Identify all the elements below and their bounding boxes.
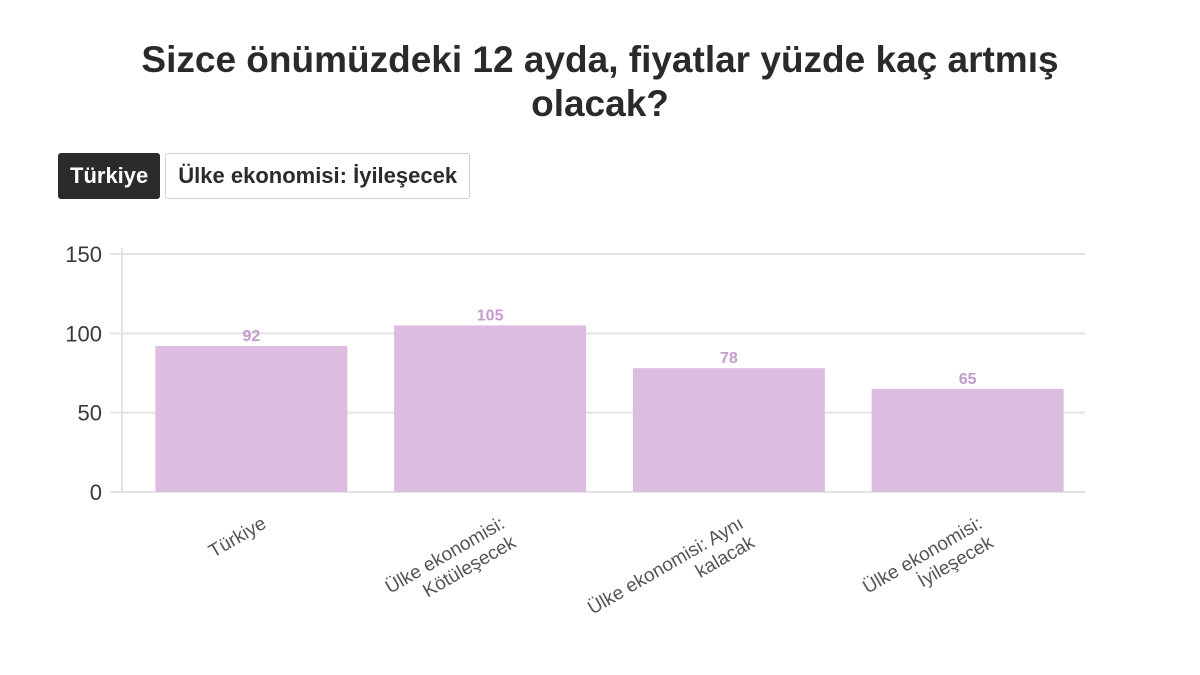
y-tick-label-100: 100 <box>65 321 102 346</box>
chart-title-line-1: Sizce önümüzdeki 12 ayda, fiyatlar yüzde… <box>141 39 1059 80</box>
tab-ulke-ekonomisi-iyilesecek[interactable]: Ülke ekonomisi: İyileşecek <box>165 153 471 199</box>
tab-turkiye[interactable]: Türkiye <box>58 153 161 199</box>
bar-2 <box>632 368 825 492</box>
chart-title: Sizce önümüzdeki 12 ayda, fiyatlar yüzde… <box>80 38 1120 126</box>
y-tick-label-150: 150 <box>65 242 102 267</box>
data-label-0: 92 <box>242 328 260 345</box>
y-tick-label-0: 0 <box>90 480 102 505</box>
filter-tabs: Türkiye Ülke ekonomisi: İyileşecek <box>58 153 471 199</box>
data-label-1: 105 <box>477 307 504 324</box>
x-category-label-0: Türkiye <box>205 513 269 562</box>
data-label-3: 65 <box>959 371 977 388</box>
bar-1 <box>394 325 587 492</box>
x-category-label-2: Ülke ekonomisi: Aynıkalacak <box>584 513 758 638</box>
x-category-label-3: Ülke ekonomisi:İyileşecek <box>859 513 997 618</box>
data-label-2: 78 <box>720 350 738 367</box>
x-category-label-1: Ülke ekonomisi:Kötüleşecek <box>382 513 520 618</box>
bar-3 <box>871 388 1064 492</box>
x-category-label-0-line-0: Türkiye <box>205 513 269 562</box>
y-tick-label-50: 50 <box>78 401 102 426</box>
chart-title-line-2: olacak? <box>531 83 669 124</box>
bar-0 <box>155 346 348 492</box>
